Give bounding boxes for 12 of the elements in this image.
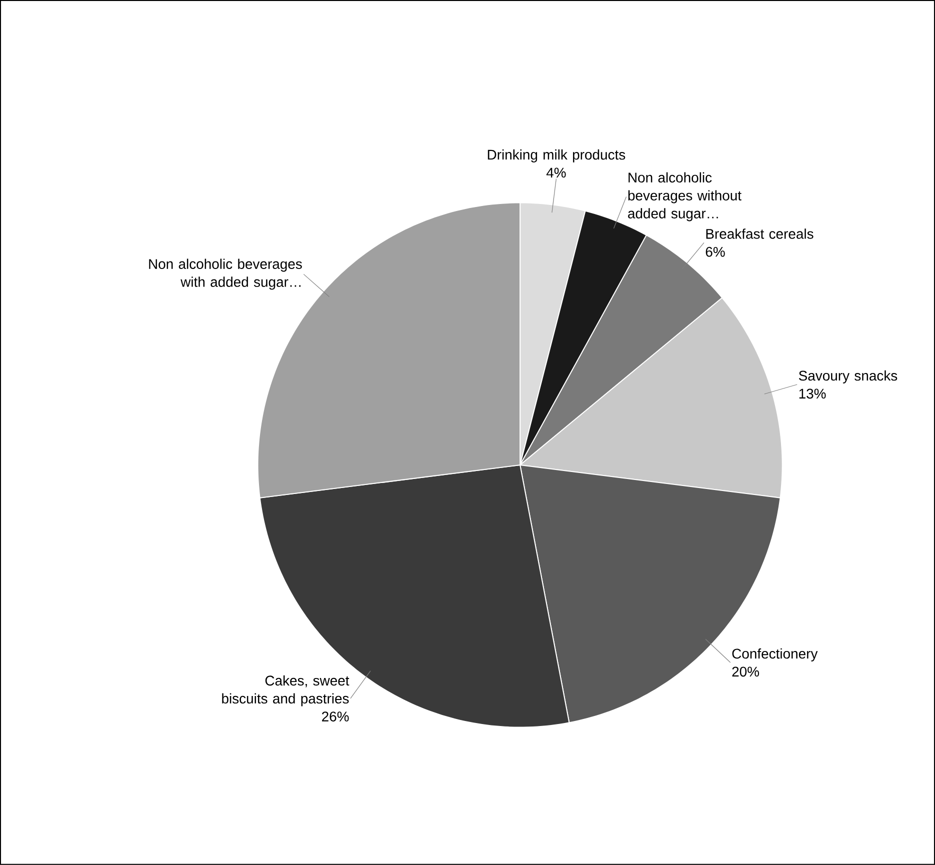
data-label: 26% <box>322 712 349 722</box>
slice-label: Cakes, sweet biscuits and pastries <box>222 675 350 706</box>
slice-label: Breakfast cereals <box>706 228 814 239</box>
slice-label: Savoury snacks <box>798 370 898 384</box>
slice-label: Drinking milk products <box>488 149 626 162</box>
slice-label: Non alcoholic beverages with added sugar… <box>149 258 302 290</box>
slice-label: Confectionery <box>732 648 818 662</box>
data-label: 20% <box>732 666 760 677</box>
slice-label: Non alcoholic beverages without added sugar… <box>628 172 742 222</box>
data-label: 4% <box>546 168 566 178</box>
data-label: 6% <box>706 246 725 257</box>
data-label: 13% <box>799 388 826 399</box>
